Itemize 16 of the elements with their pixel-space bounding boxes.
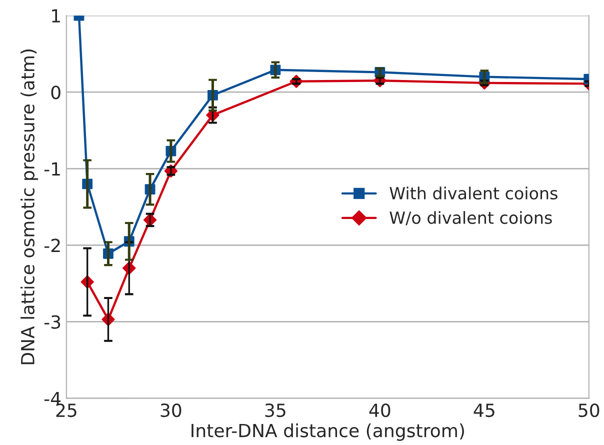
- y-tick-label: 0: [51, 86, 60, 100]
- y-tick-label: -4: [44, 392, 61, 406]
- y-tick-label: -3: [44, 315, 60, 329]
- y-tick-label: -2: [44, 238, 60, 252]
- y-tick-label: 1: [52, 9, 60, 22]
- legend-label: With divalent coions: [390, 186, 558, 200]
- x-tick-label: 30: [160, 403, 182, 418]
- x-axis-title: Inter-DNA distance (angstrom): [192, 423, 464, 441]
- legend-label: W/o divalent coions: [390, 211, 552, 226]
- x-tick-label: 35: [265, 403, 286, 418]
- x-tick-label: 40: [369, 403, 390, 418]
- x-tick-label: 25: [56, 403, 76, 418]
- y-tick-label: -1: [44, 162, 60, 176]
- x-tick-label: 50: [578, 403, 600, 418]
- x-tick-label: 45: [474, 404, 494, 418]
- y-axis-title: DNA lattice osmotic pressure (atm): [20, 50, 38, 364]
